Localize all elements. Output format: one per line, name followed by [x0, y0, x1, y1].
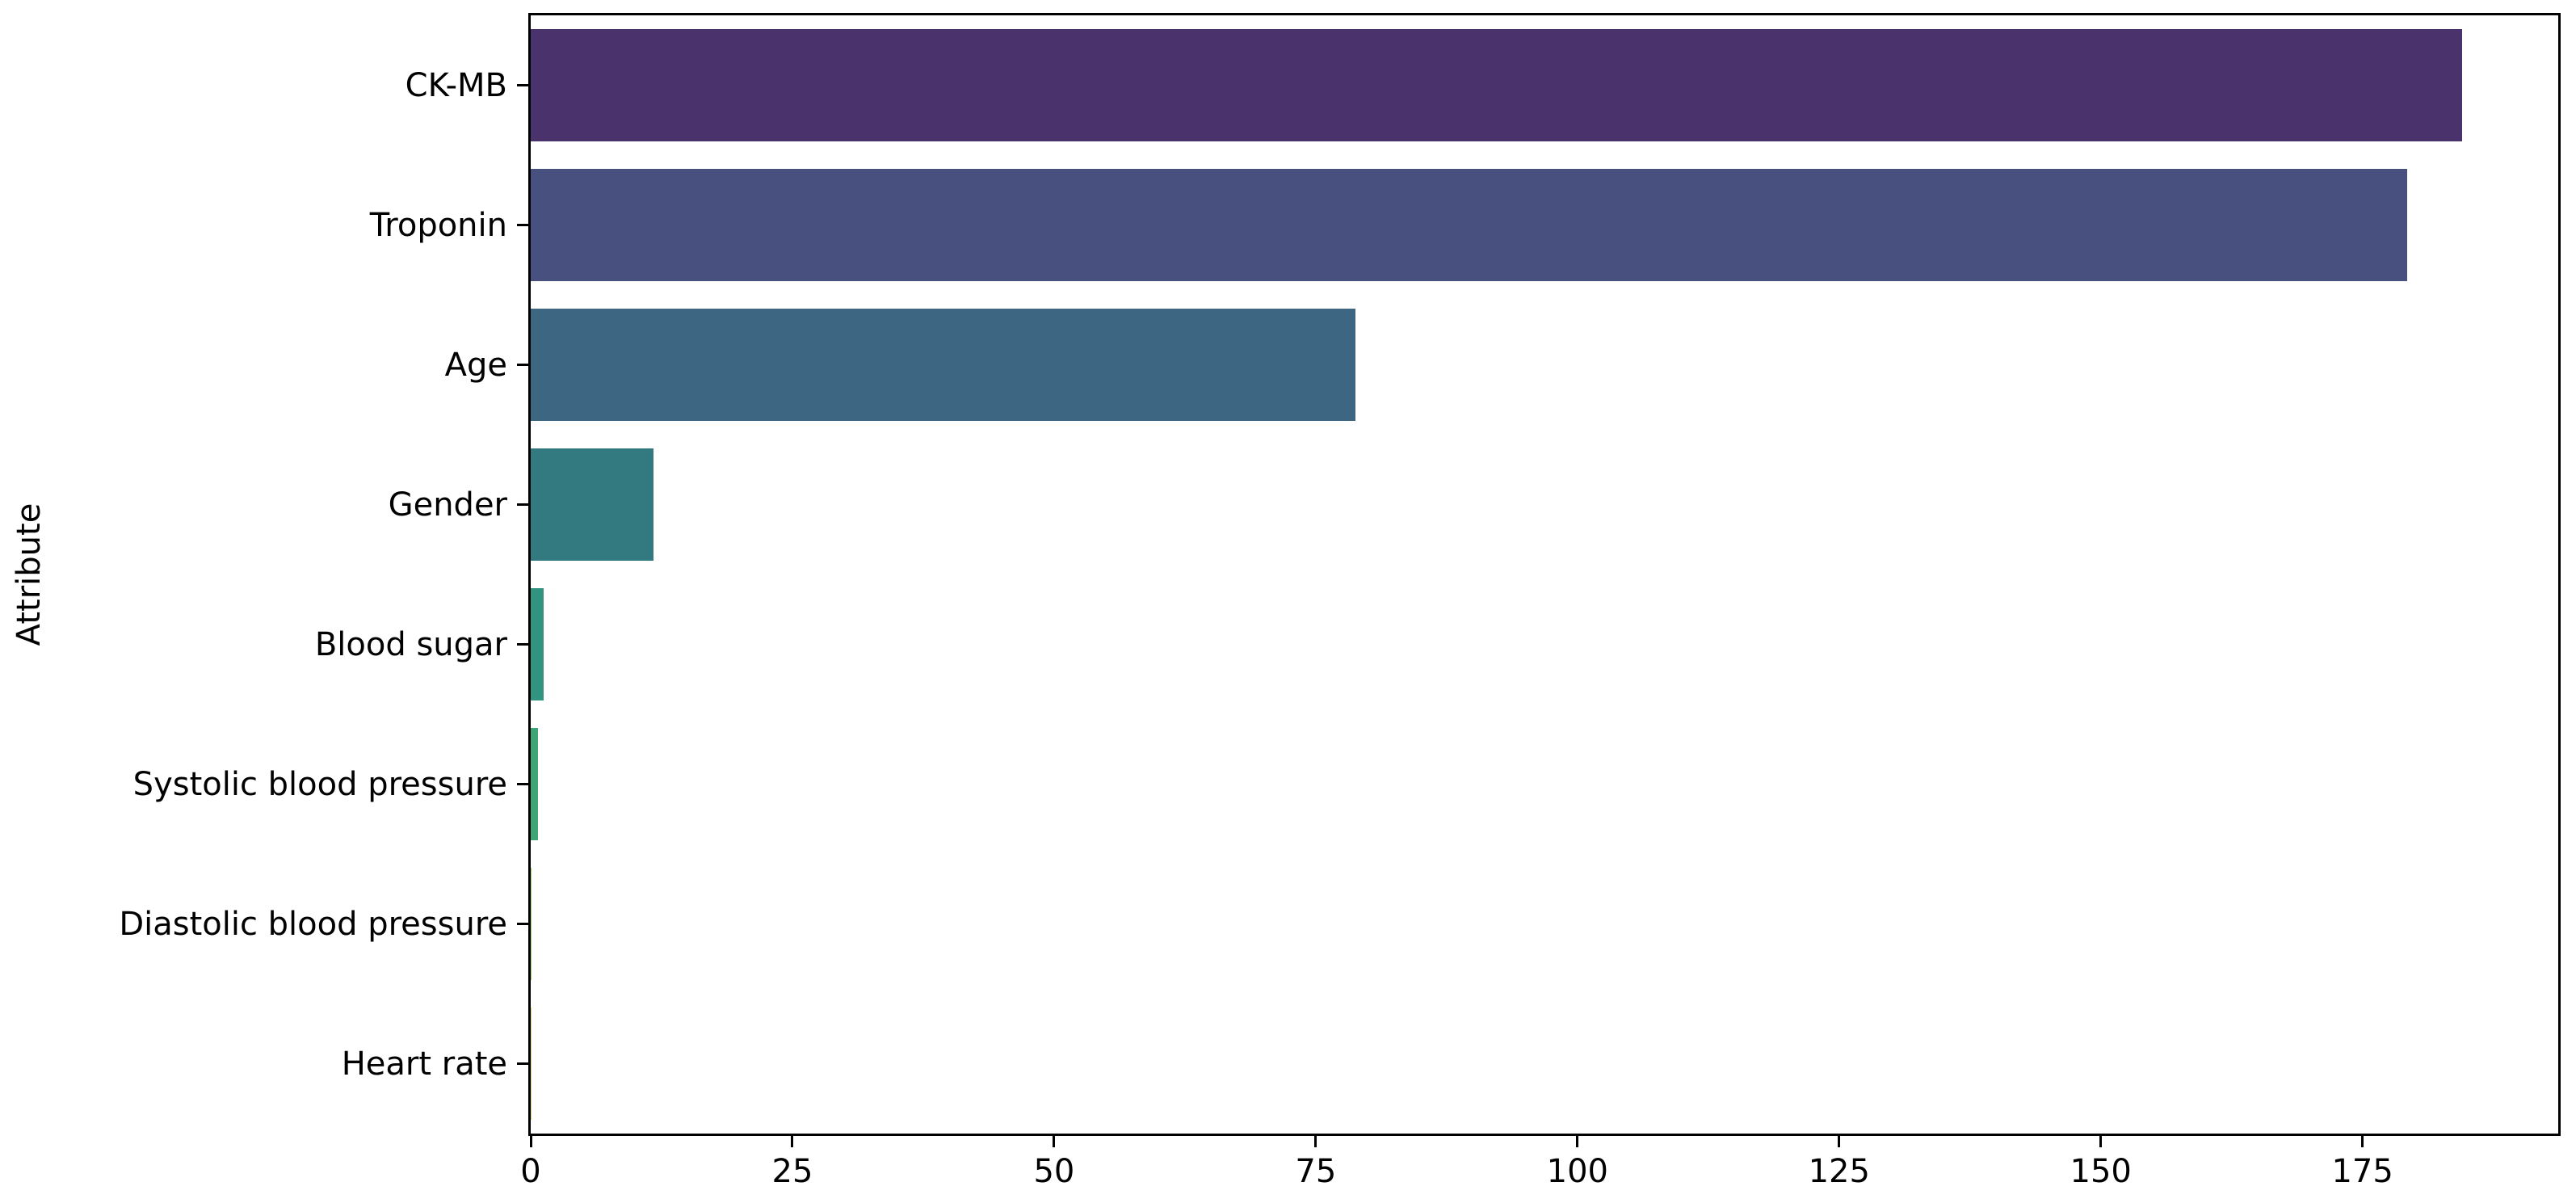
x-tick-150 [2099, 1136, 2103, 1147]
y-tick-label-systolic-blood-pressure: Systolic blood pressure [132, 765, 507, 803]
x-tick-25 [791, 1136, 794, 1147]
y-tick-systolic-blood-pressure [517, 783, 528, 785]
x-tick-125 [1838, 1136, 1841, 1147]
bar-systolic-blood-pressure [531, 728, 539, 840]
y-tick-label-heart-rate: Heart rate [341, 1045, 507, 1083]
y-tick-troponin [517, 224, 528, 226]
y-tick-blood-sugar [517, 643, 528, 646]
bar-blood-sugar [531, 588, 544, 700]
x-tick-175 [2361, 1136, 2364, 1147]
x-tick-100 [1576, 1136, 1579, 1147]
bar-diastolic-blood-pressure [531, 868, 532, 980]
x-tick-label-100: 100 [1546, 1153, 1608, 1190]
y-tick-label-ck-mb: CK-MB [405, 66, 507, 104]
x-tick-label-125: 125 [1808, 1153, 1870, 1190]
y-tick-heart-rate [517, 1062, 528, 1065]
y-tick-ck-mb [517, 84, 528, 86]
y-tick-label-troponin: Troponin [369, 206, 507, 244]
x-tick-label-150: 150 [2070, 1153, 2132, 1190]
x-tick-50 [1053, 1136, 1056, 1147]
y-tick-age [517, 364, 528, 366]
x-tick-label-175: 175 [2331, 1153, 2393, 1190]
x-tick-label-0: 0 [520, 1153, 541, 1190]
x-tick-label-75: 75 [1295, 1153, 1337, 1190]
bar-troponin [531, 169, 2408, 281]
bar-age [531, 309, 1356, 421]
plot-area [528, 13, 2561, 1136]
y-tick-diastolic-blood-pressure [517, 923, 528, 925]
y-tick-label-diastolic-blood-pressure: Diastolic blood pressure [119, 905, 507, 943]
y-tick-label-blood-sugar: Blood sugar [314, 625, 507, 663]
x-tick-0 [529, 1136, 532, 1147]
y-tick-gender [517, 503, 528, 506]
bar-gender [531, 448, 653, 561]
x-tick-label-50: 50 [1033, 1153, 1075, 1190]
x-tick-label-25: 25 [771, 1153, 813, 1190]
y-tick-label-gender: Gender [388, 486, 507, 524]
x-tick-75 [1314, 1136, 1317, 1147]
bar-ck-mb [531, 29, 2462, 141]
y-tick-label-age: Age [444, 346, 507, 384]
